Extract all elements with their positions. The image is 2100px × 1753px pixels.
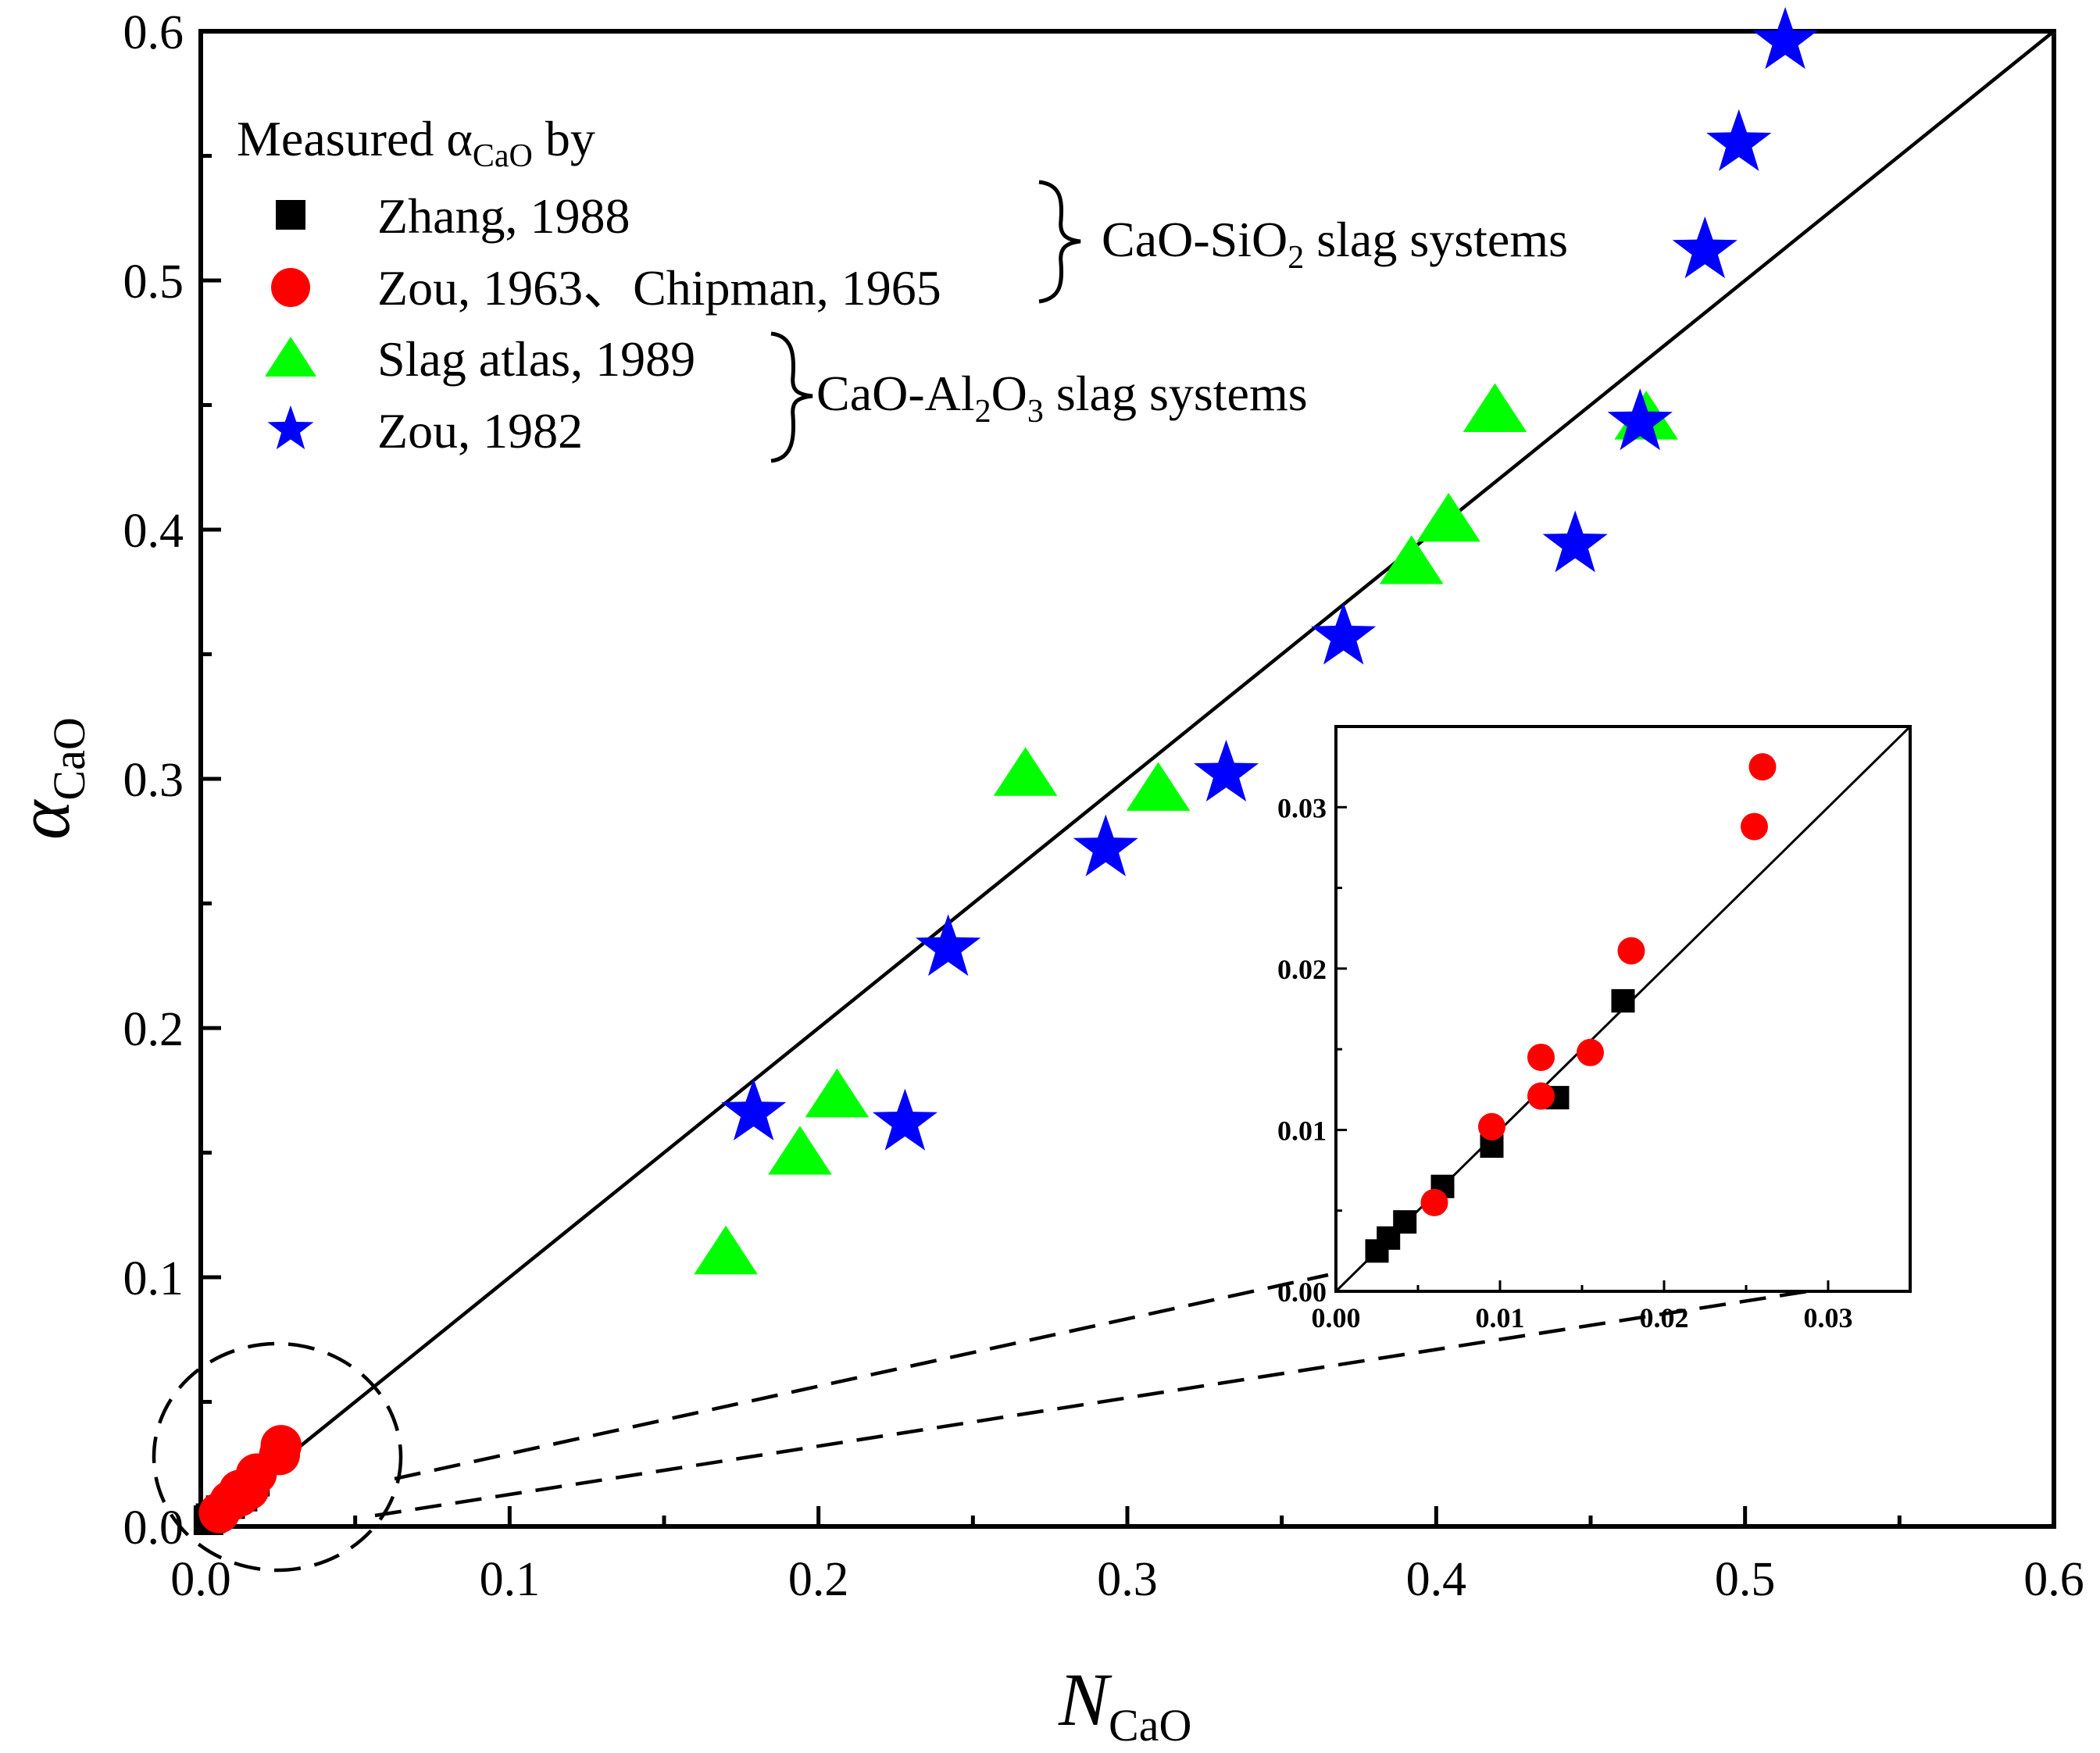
legend-marker-circle: [271, 268, 310, 307]
star-data-point: [1073, 814, 1138, 876]
legend-title: Measured αCaO by: [237, 111, 595, 174]
inset-y-tick-label: 0.03: [1277, 792, 1327, 823]
legend: Measured αCaO by Zhang, 1988 Zou, 1963、C…: [237, 111, 941, 459]
x-tick-label: 0.5: [1715, 1553, 1776, 1606]
group-annotations: CaO-SiO2 slag systems CaO-Al2O3 slag sys…: [770, 180, 1568, 463]
axis-titles: NCaO αCaO: [2, 717, 1191, 1751]
star-data-point: [1672, 216, 1738, 279]
inset-data-points: [1365, 753, 1777, 1263]
brace-al2o3-icon: [770, 331, 813, 463]
circle-data-point: [260, 1425, 302, 1466]
y-tick-label: 0.1: [123, 1252, 184, 1305]
x-tick-label: 0.1: [480, 1553, 541, 1606]
triangle-data-point: [993, 747, 1058, 796]
group-label-cao-sio2: CaO-SiO2 slag systems: [1102, 212, 1568, 276]
inset-circle-data-point: [1741, 812, 1768, 841]
triangle-data-point: [1379, 535, 1444, 584]
triangle-data-point: [805, 1068, 870, 1118]
star-data-point: [916, 914, 981, 976]
x-tick-label: 0.4: [1406, 1553, 1467, 1606]
inset-circle-data-point: [1577, 1038, 1604, 1066]
legend-marker-square: [276, 200, 305, 230]
inset-axis-ticks: 0.00 0.01 0.02 0.03 0.00 0.01 0.02 0.03: [1277, 725, 1912, 1333]
y-tick-label: 0.2: [123, 1003, 184, 1056]
inset-circle-data-point: [1617, 937, 1645, 965]
triangle-data-point: [1416, 492, 1480, 542]
star-data-point: [1193, 739, 1259, 802]
star-data-point: [1311, 602, 1377, 665]
inset-y-tick-label: 0.01: [1277, 1115, 1327, 1146]
x-tick-label: 0.2: [788, 1553, 849, 1606]
x-tick-label: 0.3: [1097, 1553, 1158, 1606]
star-data-point: [872, 1088, 938, 1151]
y-tick-label: 0.0: [123, 1501, 184, 1555]
zoom-connector-upper: [394, 1273, 1329, 1481]
inset-x-tick-label: 0.00: [1312, 1302, 1361, 1333]
y-axis-title: αCaO: [2, 717, 95, 840]
zoom-callout: [152, 1273, 1884, 1573]
y-tick-label: 0.4: [123, 505, 184, 558]
legend-label-slag-atlas-1989: Slag atlas, 1989: [377, 331, 695, 387]
star-data-point: [1542, 510, 1608, 573]
brace-sio2-icon: [1038, 180, 1081, 304]
star-data-point: [721, 1078, 787, 1141]
inset-circle-data-point: [1748, 753, 1777, 781]
star-data-point: [1607, 388, 1673, 451]
legend-marker-triangle: [265, 337, 316, 377]
triangle-data-point: [1462, 383, 1527, 433]
x-tick-label: 0.0: [170, 1553, 231, 1606]
inset-circle-data-point: [1527, 1082, 1555, 1110]
inset-circle-data-point: [1478, 1112, 1505, 1141]
y-tick-label: 0.6: [123, 6, 184, 59]
y-tick-label: 0.5: [123, 255, 184, 309]
main-plot: 0.0 0.1 0.2 0.3 0.4 0.5 0.6 0.0 0.1 0.2 0.3 0.4 0.5 0…: [123, 6, 2084, 1606]
group-label-cao-al2o3: CaO-Al2O3 slag systems: [816, 366, 1308, 430]
star-data-point: [1706, 109, 1772, 171]
inset-y-tick-label: 0.02: [1277, 954, 1327, 985]
star-data-point: [1752, 7, 1818, 70]
x-axis-title: NCaO: [1058, 1658, 1191, 1751]
inset-circle-data-point: [1420, 1188, 1448, 1216]
inset-x-tick-label: 0.03: [1804, 1302, 1853, 1333]
main-data-points: [193, 7, 1818, 1536]
inset-square-data-point: [1611, 989, 1635, 1013]
zoom-connector-lower: [374, 1277, 1884, 1518]
legend-label-zou-1982: Zou, 1982: [377, 403, 583, 459]
legend-marker-star: [267, 405, 314, 450]
zoom-ellipse: [152, 1341, 403, 1573]
legend-label-zhang-1988: Zhang, 1988: [377, 188, 630, 244]
inset-x-tick-label: 0.01: [1476, 1302, 1525, 1333]
y-tick-label: 0.3: [123, 754, 184, 807]
x-tick-label: 0.6: [2023, 1553, 2084, 1606]
inset-circle-data-point: [1527, 1043, 1555, 1071]
triangle-data-point: [1126, 762, 1191, 811]
legend-label-zou-1963-chipman-1965: Zou, 1963、Chipman, 1965: [377, 260, 941, 316]
inset-y-tick-label: 0.00: [1277, 1276, 1327, 1308]
reference-line-y-equals-x: [199, 30, 2055, 1528]
inset-plot: 0.00 0.01 0.02 0.03 0.00 0.01 0.02 0.03: [1277, 725, 1912, 1333]
inset-square-data-point: [1393, 1210, 1417, 1234]
main-axis-ticks: 0.0 0.1 0.2 0.3 0.4 0.5 0.6 0.0 0.1 0.2 0.3 0.4 0.5 0…: [123, 6, 2084, 1606]
triangle-data-point: [768, 1126, 832, 1175]
inset-x-tick-label: 0.02: [1640, 1302, 1689, 1333]
inset-plot-frame: [1334, 725, 1912, 1293]
triangle-data-point: [694, 1225, 758, 1275]
